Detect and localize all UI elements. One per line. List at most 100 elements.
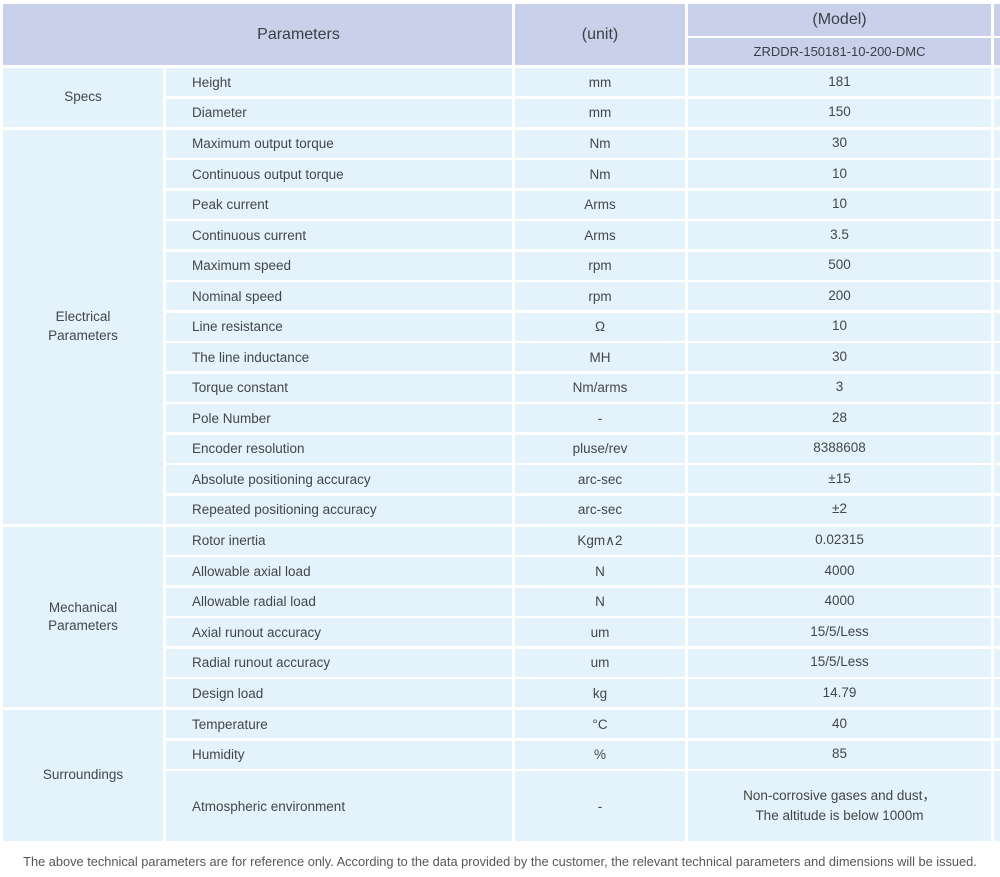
param-value: 14.79 (688, 679, 991, 707)
param-name: Pole Number (166, 404, 512, 432)
param-unit: Nm (515, 160, 685, 188)
param-unit: Nm (515, 129, 685, 158)
row-sliver (994, 98, 1000, 127)
header-model-number: ZRDDR-150181-10-200-DMC (688, 38, 991, 65)
param-value: ±2 (688, 495, 991, 524)
param-value: 28 (688, 404, 991, 432)
param-unit: Nm/arms (515, 373, 685, 402)
section-0: Specs Height mm 181 Diameter mm 150 (3, 68, 1000, 127)
param-unit: Arms (515, 221, 685, 249)
table-header: Parameters (unit) (Model) ZRDDR-150181-1… (3, 4, 1000, 65)
param-value: 200 (688, 282, 991, 310)
param-name: Height (166, 68, 512, 96)
param-name: Design load (166, 679, 512, 707)
param-value: 30 (688, 343, 991, 371)
spec-table: Parameters (unit) (Model) ZRDDR-150181-1… (3, 4, 1000, 841)
param-name: Nominal speed (166, 282, 512, 310)
param-name: Repeated positioning accuracy (166, 495, 512, 524)
section-label: Electrical Parameters (3, 129, 163, 524)
param-value: ±15 (688, 465, 991, 493)
param-unit: rpm (515, 282, 685, 310)
param-unit: Kgm∧2 (515, 526, 685, 555)
section-1: Electrical Parameters Maximum output torq… (3, 129, 1000, 524)
param-name: Maximum speed (166, 251, 512, 280)
param-name: Diameter (166, 98, 512, 127)
param-unit: MH (515, 343, 685, 371)
row-sliver (994, 618, 1000, 646)
row-sliver (994, 312, 1000, 341)
row-sliver (994, 557, 1000, 585)
param-name: Temperature (166, 710, 512, 738)
row-sliver (994, 465, 1000, 493)
param-unit: rpm (515, 251, 685, 280)
header-unit: (unit) (515, 4, 685, 65)
row-sliver (994, 282, 1000, 310)
row-sliver (994, 740, 1000, 769)
row-sliver (994, 68, 1000, 96)
param-name: Torque constant (166, 373, 512, 402)
param-name: Rotor inertia (166, 526, 512, 555)
param-name: Continuous current (166, 221, 512, 249)
param-unit: um (515, 618, 685, 646)
param-value: 150 (688, 98, 991, 127)
param-unit: Ω (515, 312, 685, 341)
row-sliver (994, 343, 1000, 371)
param-value: Non-corrosive gases and dust， The altitu… (688, 771, 991, 841)
header-model: (Model) (688, 4, 991, 36)
row-sliver (994, 587, 1000, 616)
param-unit: um (515, 648, 685, 677)
param-unit: - (515, 404, 685, 432)
param-value: 3.5 (688, 221, 991, 249)
param-name: Radial runout accuracy (166, 648, 512, 677)
param-value: 30 (688, 129, 991, 158)
section-3: Surroundings Temperature °C 40 Humidity% 85 At… (3, 710, 1000, 841)
param-name: Allowable radial load (166, 587, 512, 616)
row-sliver (994, 160, 1000, 188)
param-name: Atmospheric environment (166, 771, 512, 841)
row-sliver (994, 404, 1000, 432)
param-name: Encoder resolution (166, 434, 512, 463)
param-unit: kg (515, 679, 685, 707)
row-sliver (994, 710, 1000, 738)
param-value: 10 (688, 312, 991, 341)
param-value: 8388608 (688, 434, 991, 463)
param-value: 15/5/Less (688, 648, 991, 677)
param-name: The line inductance (166, 343, 512, 371)
row-sliver (994, 373, 1000, 402)
param-value: 181 (688, 68, 991, 96)
param-unit: arc-sec (515, 495, 685, 524)
section-2: Mechanical Parameters Rotor inertia Kgm∧2 0… (3, 526, 1000, 707)
footnote: The above technical parameters are for r… (23, 854, 977, 869)
section-label: Specs (3, 68, 163, 127)
row-sliver (994, 526, 1000, 555)
row-sliver (994, 251, 1000, 280)
param-name: Axial runout accuracy (166, 618, 512, 646)
param-unit: % (515, 740, 685, 769)
param-name: Peak current (166, 190, 512, 219)
table-body: Specs Height mm 181 Diameter mm 150 Electrical … (3, 68, 1000, 841)
param-value: 0.02315 (688, 526, 991, 555)
param-name: Maximum output torque (166, 129, 512, 158)
row-sliver (994, 434, 1000, 463)
param-unit: pluse/rev (515, 434, 685, 463)
section-label: Mechanical Parameters (3, 526, 163, 707)
param-unit: mm (515, 98, 685, 127)
row-sliver (994, 495, 1000, 524)
param-unit: °C (515, 710, 685, 738)
param-value: 500 (688, 251, 991, 280)
param-name: Allowable axial load (166, 557, 512, 585)
param-unit: arc-sec (515, 465, 685, 493)
param-name: Absolute positioning accuracy (166, 465, 512, 493)
row-sliver (994, 648, 1000, 677)
header-sliver-top (994, 4, 1000, 36)
param-name: Continuous output torque (166, 160, 512, 188)
param-value: 40 (688, 710, 991, 738)
param-value: 4000 (688, 587, 991, 616)
header-sliver-bottom (994, 38, 1000, 65)
param-unit: N (515, 557, 685, 585)
row-sliver (994, 190, 1000, 219)
row-sliver (994, 679, 1000, 707)
param-value: 4000 (688, 557, 991, 585)
param-value: 10 (688, 160, 991, 188)
